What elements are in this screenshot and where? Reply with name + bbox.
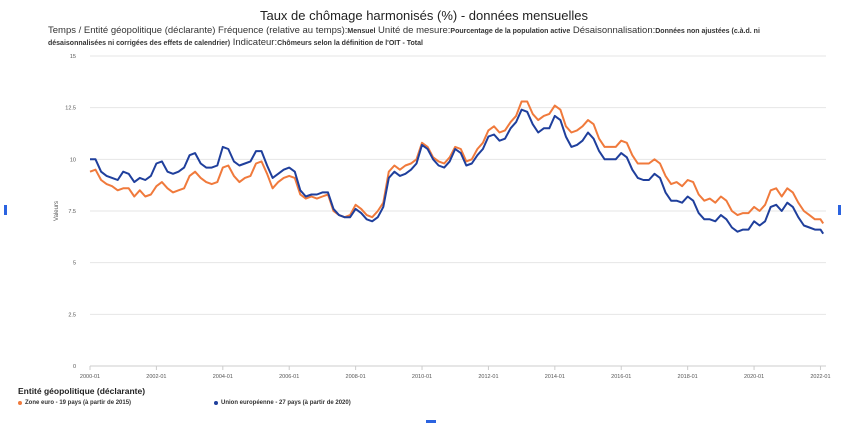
legend-label-euro-area: Zone euro - 19 pays (à partir de 2015) [25, 400, 132, 406]
series-line-european-union [90, 108, 825, 235]
x-tick-label: 2012-01 [478, 374, 498, 380]
x-tick-label: 2008-01 [346, 374, 366, 380]
legend-item-euro-area[interactable]: Zone euro - 19 pays (à partir de 2015) [18, 400, 131, 406]
y-tick-label: 7.5 [68, 209, 76, 215]
y-tick-label: 10 [70, 157, 76, 163]
x-tick-label: 2002-01 [146, 374, 166, 380]
subtitle-value: Données non ajustées (c.à.d. ni désaison… [48, 28, 760, 47]
y-tick-label: 5 [73, 261, 76, 267]
subtitle-key: Temps / Entité géopolitique (déclarante)… [48, 25, 348, 36]
x-tick-label: 2004-01 [213, 374, 233, 380]
resize-handle-right[interactable] [838, 205, 841, 215]
x-tick-label: 2022-01 [810, 374, 830, 380]
subtitle-key: Indicateur: [230, 37, 278, 48]
resize-handle-bottom[interactable] [426, 420, 436, 423]
legend-label-european-union: Union européenne - 27 pays (à partir de … [221, 400, 351, 406]
y-tick-label: 15 [70, 54, 76, 60]
chart-title: Taux de chômage harmonisés (%) - données… [259, 8, 589, 23]
x-tick-label: 2018-01 [678, 374, 698, 380]
y-tick-label: 12.5 [65, 106, 76, 112]
resize-handle-left[interactable] [4, 205, 7, 215]
x-tick-label: 2006-01 [279, 374, 299, 380]
legend-item-european-union[interactable]: Union européenne - 27 pays (à partir de … [214, 400, 351, 406]
x-tick-label: 2016-01 [611, 374, 631, 380]
subtitle-value: Chômeurs selon la définition de l'OIT - … [277, 40, 423, 47]
series-line-euro-area [89, 100, 825, 224]
x-tick-label: 2014-01 [545, 374, 565, 380]
legend-title: Entité géopolitique (déclarante) [18, 386, 146, 396]
x-tick-label: 2000-01 [80, 374, 100, 380]
subtitle-key: Unité de mesure: [375, 25, 451, 36]
legend-marker-european-union [214, 401, 218, 405]
subtitle-value: Mensuel [347, 28, 376, 35]
x-tick-label: 2010-01 [412, 374, 432, 380]
x-tick-label: 2020-01 [744, 374, 764, 380]
legend-marker-euro-area [18, 401, 22, 405]
subtitle-key: Désaisonnalisation: [570, 25, 656, 36]
y-tick-label: 2.5 [68, 312, 76, 318]
y-tick-label: 0 [73, 364, 76, 370]
y-axis-label: Valeurs [54, 201, 60, 221]
subtitle-value: Pourcentage de la population active [450, 28, 571, 35]
chart-subtitle: Temps / Entité géopolitique (déclarante)… [48, 25, 818, 49]
